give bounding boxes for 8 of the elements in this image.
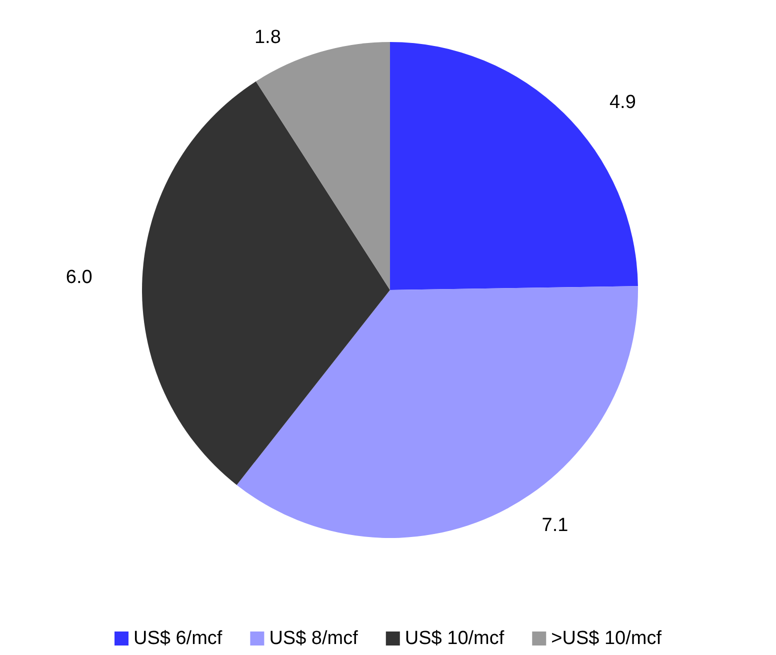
legend-label: US$ 10/mcf <box>404 628 505 649</box>
data-label: 6.0 <box>66 266 92 288</box>
legend-label: >US$ 10/mcf <box>551 628 662 649</box>
legend-label: US$ 6/mcf <box>134 628 223 649</box>
data-label: 7.1 <box>542 515 568 536</box>
data-label: 1.8 <box>254 27 281 48</box>
data-label: 4.9 <box>609 92 636 114</box>
legend-label: US$ 8/mcf <box>269 628 359 649</box>
